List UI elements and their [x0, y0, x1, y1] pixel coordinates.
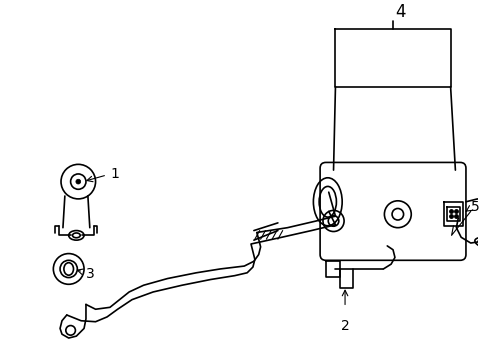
- Text: 1: 1: [110, 167, 119, 181]
- Circle shape: [76, 179, 81, 184]
- Text: 2: 2: [340, 319, 349, 333]
- Text: 4: 4: [395, 3, 405, 21]
- Text: 5: 5: [470, 199, 479, 213]
- Text: 3: 3: [86, 267, 95, 281]
